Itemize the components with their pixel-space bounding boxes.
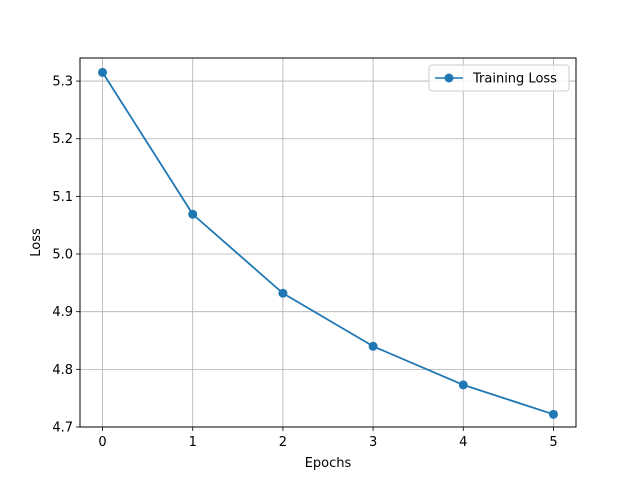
y-tick-label: 4.9 [52,305,73,320]
x-tick-label: 2 [279,435,287,450]
grid-lines [80,58,576,428]
data-point [458,380,468,390]
series-layer [98,67,558,419]
legend: Training Loss [428,64,570,92]
x-tick-label: 1 [189,435,197,450]
y-tick-label: 5.3 [52,75,73,90]
y-tick-label: 4.8 [52,363,73,378]
x-axis-label: Epochs [305,456,352,471]
x-tick-label: 0 [98,435,106,450]
y-tick-label: 5.2 [52,132,73,147]
legend-entry-label: Training Loss [472,72,557,87]
y-axis-label: Loss [29,228,44,257]
data-point [368,341,378,351]
data-point [548,409,558,419]
legend-box [428,64,570,92]
data-point [98,67,108,77]
legend-marker-sample [444,73,454,83]
axis-ticks: 0 1 2 3 4 5 4.7 4.8 4.9 5.0 5.1 5.2 5.3 [52,75,557,450]
plot-frame [79,57,577,428]
x-tick-label: 5 [549,435,557,450]
data-point [278,288,288,298]
x-tick-label: 3 [369,435,377,450]
x-tick-label: 4 [459,435,467,450]
series-line [101,71,554,416]
y-tick-label: 5.1 [52,190,73,205]
y-tick-label: 4.7 [52,421,73,436]
data-point [188,209,198,219]
y-tick-label: 5.0 [52,248,73,263]
